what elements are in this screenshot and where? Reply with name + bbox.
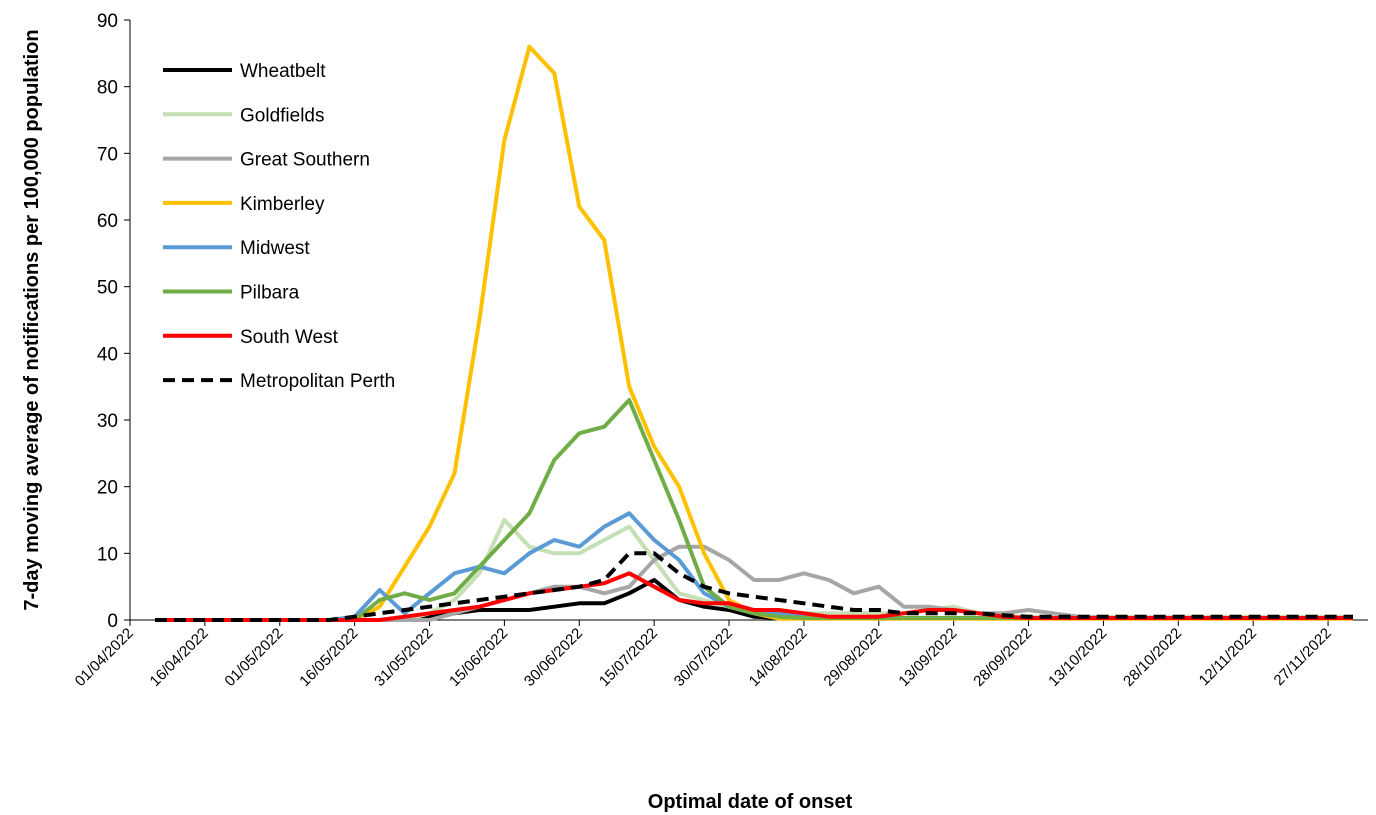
y-tick-label: 60 [97,211,118,232]
legend-label: Goldfields [240,105,325,126]
legend-label: Kimberley [240,194,325,215]
legend-label: Great Southern [240,150,370,171]
series-line [155,398,1353,622]
x-tick-label: 13/10/2022 [1045,625,1110,690]
x-tick-label: 01/05/2022 [221,625,286,690]
y-tick-label: 30 [97,411,118,432]
series-line [155,511,1353,622]
x-tick-label: 30/07/2022 [671,625,736,690]
x-axis-label: Optimal date of onset [648,791,853,813]
x-tick-label: 28/10/2022 [1120,625,1185,690]
y-axis-label: 7-day moving average of notifications pe… [21,29,43,610]
y-tick-label: 50 [97,278,118,299]
y-tick-label: 0 [107,611,118,632]
x-tick-label: 29/08/2022 [821,625,886,690]
y-tick-label: 70 [97,144,118,165]
y-tick-label: 40 [97,344,118,365]
legend-label: Wheatbelt [240,61,326,82]
y-tick-label: 90 [97,11,118,32]
series-line [155,551,1353,622]
x-tick-label: 31/05/2022 [371,625,436,690]
legend-label: Midwest [240,238,310,259]
x-tick-label: 15/07/2022 [596,625,661,690]
series-line [155,518,1353,622]
x-tick-label: 12/11/2022 [1196,625,1260,689]
x-tick-label: 13/09/2022 [895,625,960,690]
legend-label: South West [240,327,339,348]
x-tick-label: 01/04/2022 [72,625,137,690]
legend-label: Pilbara [240,283,300,304]
y-tick-label: 20 [97,478,118,499]
x-tick-label: 15/06/2022 [446,625,511,690]
legend-label: Metropolitan Perth [240,371,395,392]
y-tick-label: 80 [97,78,118,99]
x-tick-label: 28/09/2022 [970,625,1035,690]
series-line [155,571,1353,622]
x-tick-label: 16/04/2022 [147,625,212,690]
x-tick-label: 16/05/2022 [296,625,361,690]
x-tick-label: 27/11/2022 [1271,625,1335,689]
x-tick-label: 14/08/2022 [746,625,811,690]
y-tick-label: 10 [97,544,118,565]
x-tick-label: 30/06/2022 [521,625,586,690]
